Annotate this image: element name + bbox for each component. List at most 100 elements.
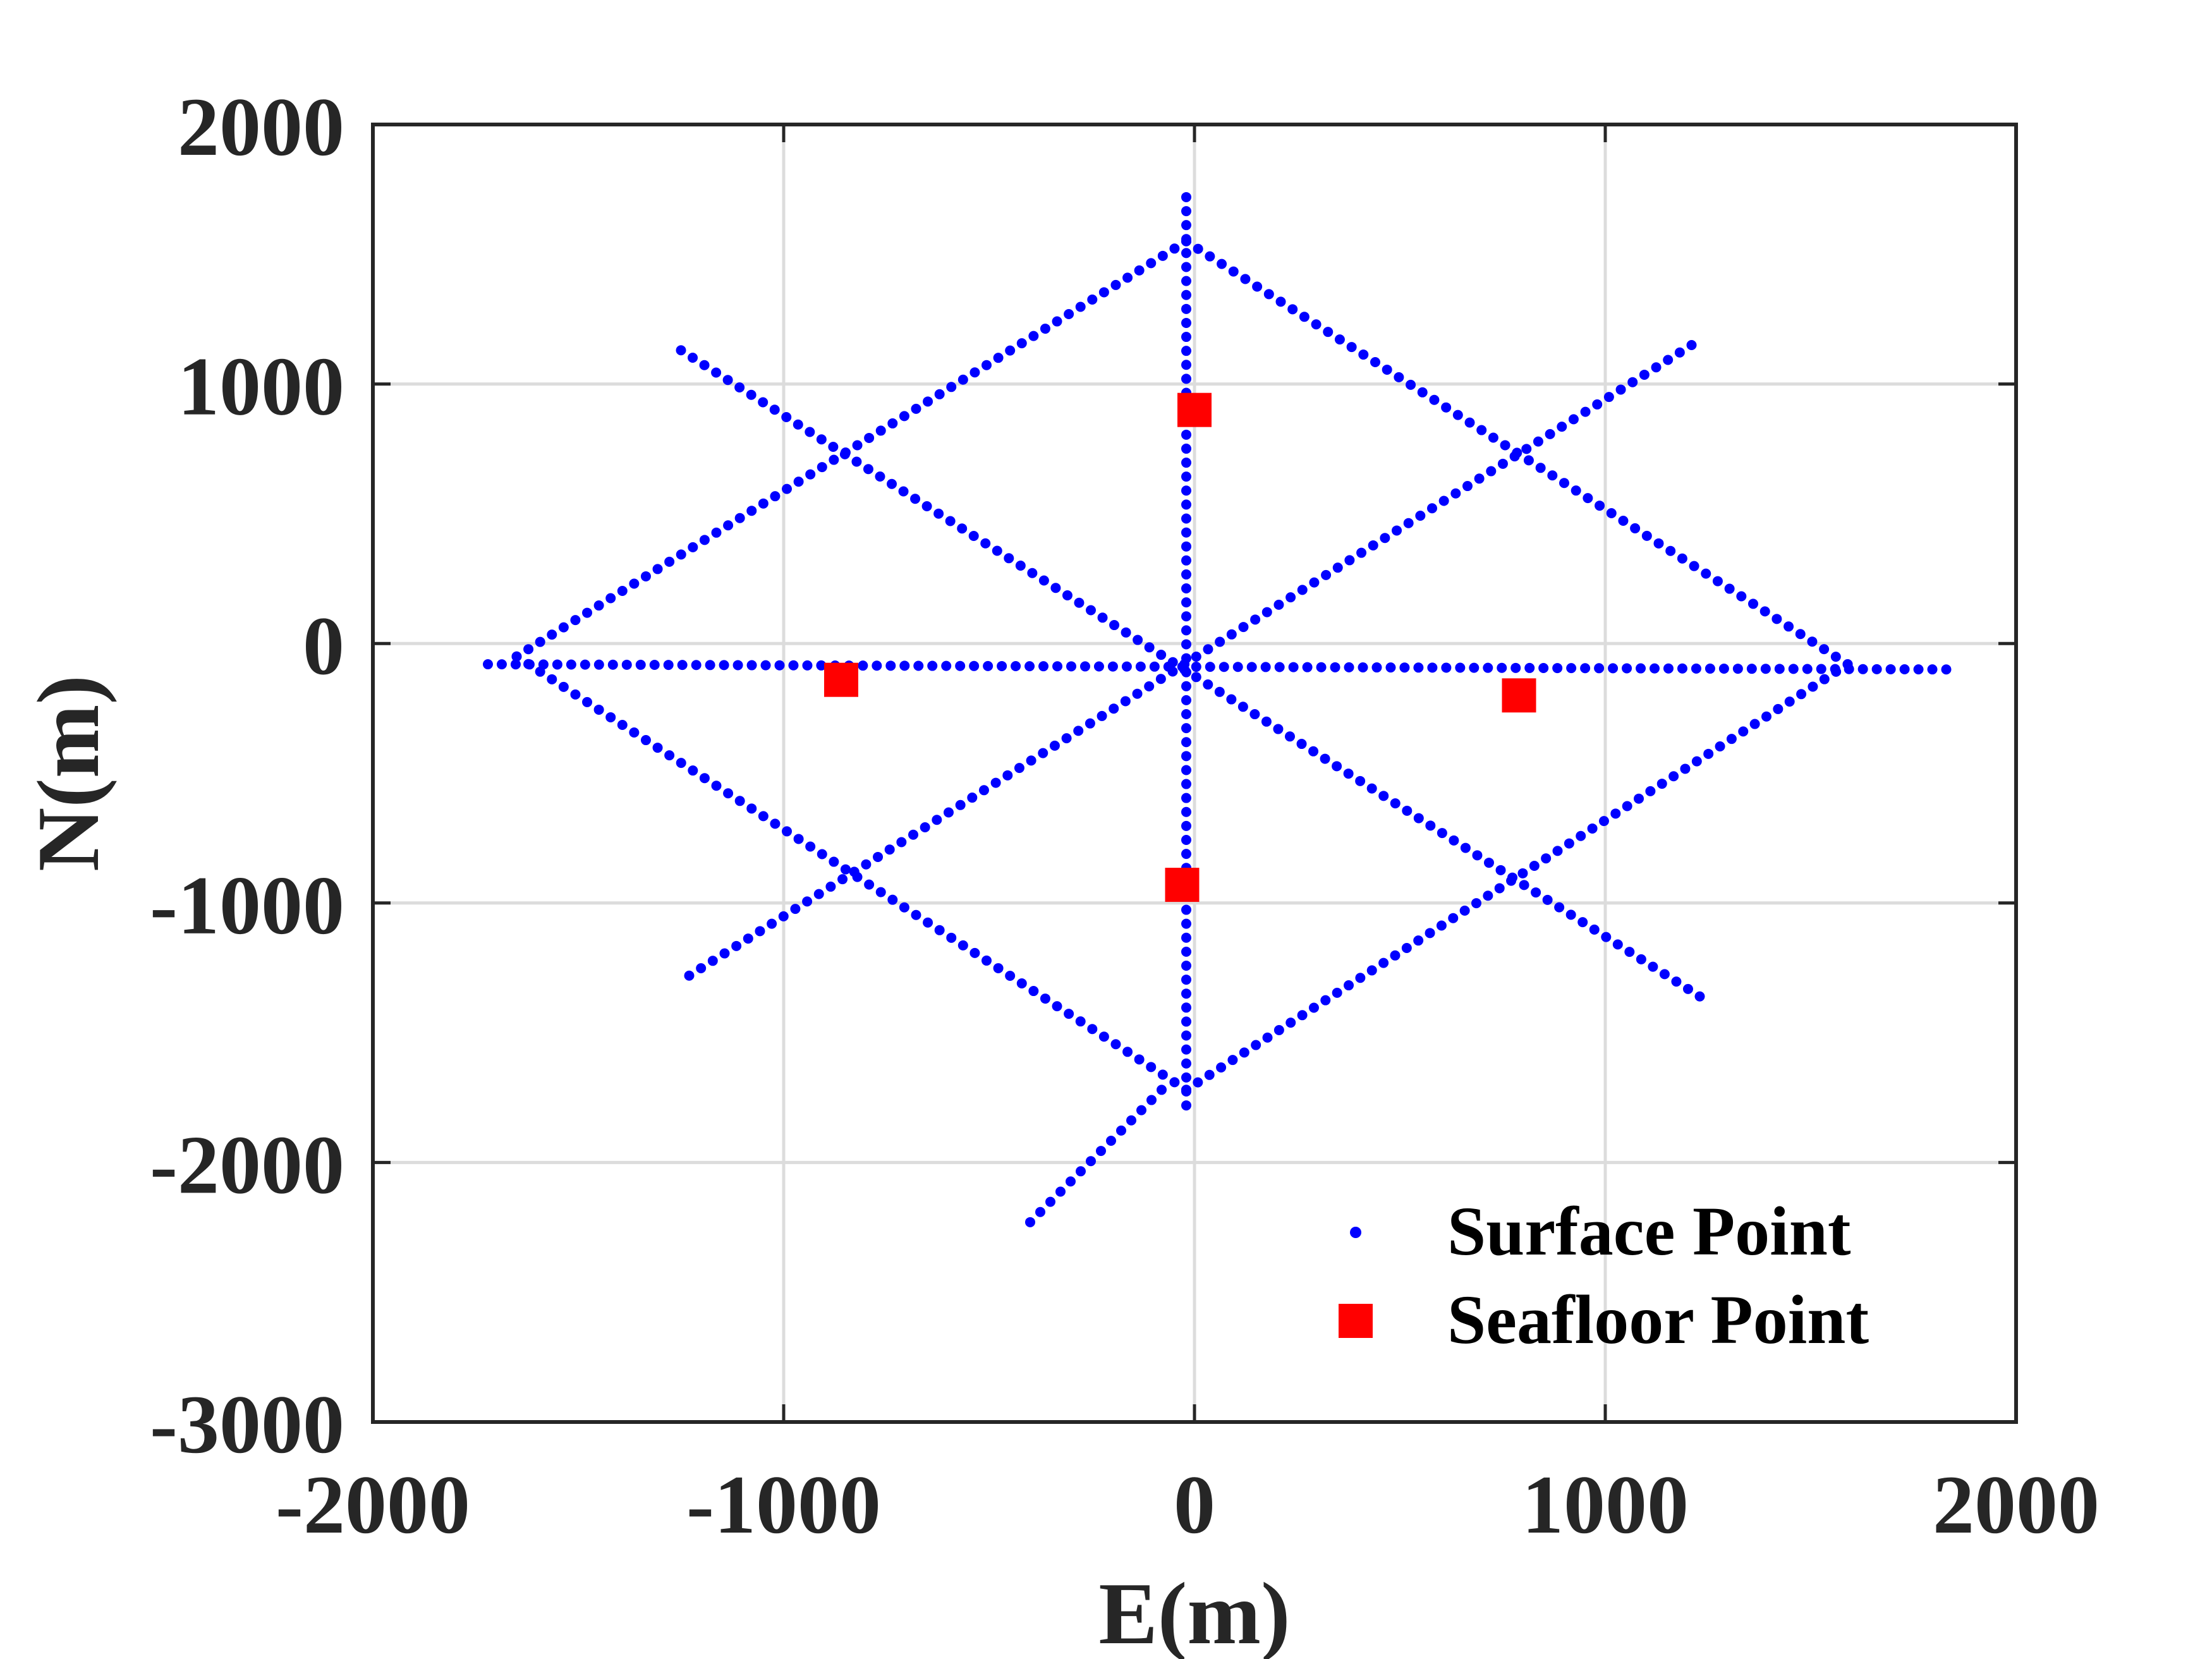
x-tick-label: 0 [1174,1458,1215,1551]
surface-point [1732,664,1743,674]
axis-ticks [371,123,2018,1424]
surface-point [1358,662,1368,672]
surface-point [1370,356,1380,367]
surface-point [1622,801,1632,811]
surface-point [1049,740,1060,751]
surface-point [933,508,944,519]
surface-point [746,389,757,400]
surface-point [1181,206,1191,217]
surface-point [1045,1196,1055,1207]
surface-point [1109,703,1119,714]
surface-point [1246,662,1257,672]
surface-point [652,743,663,753]
surface-point [1181,932,1191,943]
surface-point [1134,1054,1145,1065]
surface-point [1181,653,1191,664]
surface-point [640,571,651,581]
surface-point [1774,664,1785,674]
surface-point [1857,664,1868,674]
surface-point [770,491,781,502]
surface-point [1121,661,1132,672]
surface-point [872,660,882,671]
surface-point [1181,332,1191,343]
surface-point [1462,481,1473,492]
surface-point [1580,406,1591,417]
surface-point [1497,458,1508,469]
surface-point [1694,991,1705,1002]
surface-point [778,911,789,921]
surface-point [1098,1031,1109,1042]
surface-point [1066,661,1076,672]
surface-point [1181,1085,1191,1095]
surface-point [920,822,930,833]
surface-point [1015,561,1026,571]
surface-point [1181,374,1191,384]
surface-point [1460,842,1471,853]
surface-point [1674,347,1685,358]
surface-point [1761,711,1771,722]
legend-seafloor-label: Seafloor Point [1447,1281,1869,1358]
surface-point [1449,835,1459,846]
surface-point [840,447,851,458]
surface-point [911,909,921,920]
surface-point [828,441,839,452]
surface-point [663,660,674,671]
surface-point [1334,334,1345,345]
surface-point [1885,664,1896,674]
surface-point [1273,724,1284,734]
surface-point [1382,364,1392,375]
x-tick-label: 1000 [1522,1458,1689,1551]
surface-point [1181,681,1191,691]
surface-point [1260,662,1271,672]
surface-point [1598,816,1609,827]
surface-point [1052,1001,1062,1012]
surface-point [1557,422,1567,432]
surface-point [1517,868,1528,878]
surface-point [980,538,991,549]
surface-point [1181,597,1191,608]
surface-point [1181,765,1191,775]
surface-point [688,352,698,363]
surface-point [1703,748,1714,759]
surface-point [746,660,757,671]
surface-point [1093,661,1104,672]
surface-point [593,704,604,715]
surface-point [946,932,957,943]
grid [373,125,2016,1422]
surface-point [696,963,707,974]
surface-point [1680,763,1691,774]
surface-point [707,956,718,966]
surface-point [580,659,590,670]
surface-point [1251,1040,1261,1050]
surface-point [1167,666,1178,677]
surface-point [1380,533,1390,544]
surface-point [1086,605,1097,616]
surface-point [1576,830,1586,841]
surface-point [837,874,848,885]
surface-point [1216,1062,1227,1073]
surface-point [1181,276,1191,286]
surface-point [790,904,801,915]
surface-point [1181,262,1191,272]
surface-point [829,856,839,867]
surface-point [1320,995,1331,1006]
surface-point [1146,258,1157,269]
surface-point [1316,662,1327,672]
surface-point [607,659,618,670]
surface-point [1830,652,1841,662]
surface-point [884,844,895,855]
surface-point [1330,662,1340,672]
surface-point [983,660,994,671]
surface-point [1052,316,1062,327]
surface-point [1871,664,1882,674]
surface-point [688,542,698,552]
surface-point [1217,258,1227,269]
surface-point [955,799,966,810]
surface-point [1665,545,1676,556]
surface-point [1448,913,1459,923]
surface-point [570,689,581,700]
surface-point [969,367,980,378]
seafloor-point [1502,678,1536,713]
surface-point [1899,664,1910,675]
surface-point [981,360,992,370]
